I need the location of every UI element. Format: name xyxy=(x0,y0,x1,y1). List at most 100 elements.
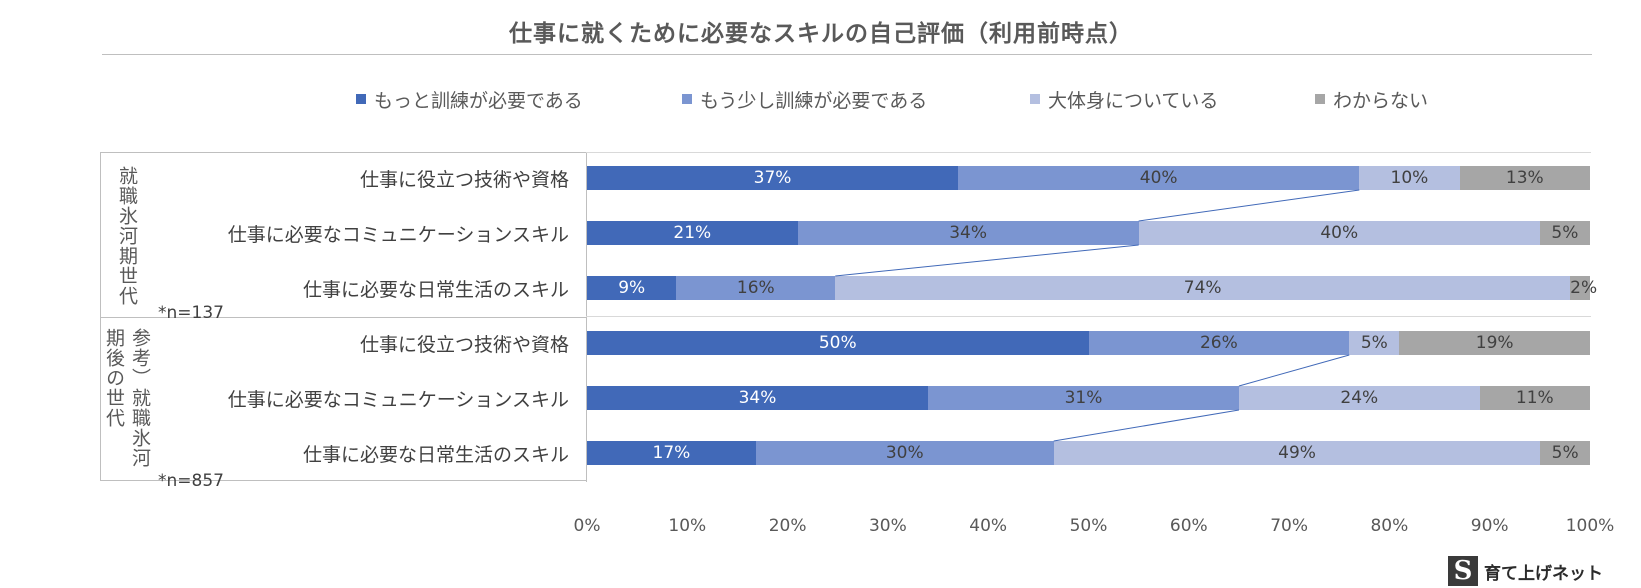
data-label: 34% xyxy=(738,388,777,408)
plot-top-rule xyxy=(586,152,1591,153)
category-label: 仕事に必要なコミュニケーションスキル xyxy=(227,224,569,246)
data-label: 9% xyxy=(618,278,646,298)
category-label: 仕事に役立つ技術や資格 xyxy=(359,169,569,191)
bar-segment-s3 xyxy=(1238,386,1480,410)
bar-segment-s4 xyxy=(1479,386,1590,410)
group-label-2-line2: 期後の世代 xyxy=(103,328,125,428)
plot-axis-line xyxy=(586,152,587,482)
data-label: 5% xyxy=(1360,333,1388,353)
bar-segment-s1 xyxy=(587,386,929,410)
bar-segment-s2 xyxy=(928,386,1239,410)
data-label: 5% xyxy=(1551,443,1579,463)
x-tick-label: 30% xyxy=(868,516,907,536)
x-tick-label: 40% xyxy=(969,516,1008,536)
series-line xyxy=(1138,189,1360,222)
bar-segment-s2 xyxy=(958,166,1360,190)
legend-label-3: 大体身についている xyxy=(1048,89,1219,112)
bar-segment-s4 xyxy=(1539,221,1590,245)
category-label: 仕事に必要なコミュニケーションスキル xyxy=(227,389,569,411)
legend-swatch-3 xyxy=(1030,94,1040,104)
sample-size-2: *n=857 xyxy=(158,471,224,491)
bar-segment-s2 xyxy=(797,221,1139,245)
group-box-2 xyxy=(100,316,586,481)
group-box-1 xyxy=(100,152,586,318)
legend-swatch-1 xyxy=(356,94,366,104)
brand-logo: S 育て上げネット xyxy=(1448,556,1603,586)
data-label: 40% xyxy=(1139,168,1178,188)
x-tick-label: 10% xyxy=(668,516,707,536)
data-label: 74% xyxy=(1183,278,1222,298)
legend-item-3: 大体身についている xyxy=(1030,86,1218,112)
data-label: 49% xyxy=(1278,443,1316,463)
group-separator xyxy=(586,316,1591,317)
legend-swatch-2 xyxy=(682,94,692,104)
bar-segment-s2 xyxy=(1088,331,1350,355)
data-label: 31% xyxy=(1064,388,1103,408)
series-line xyxy=(1053,409,1240,442)
bar-segment-s2 xyxy=(676,276,836,300)
bar-segment-s3 xyxy=(835,276,1571,300)
data-label: 34% xyxy=(949,223,988,243)
bar-segment-s4 xyxy=(1399,331,1590,355)
legend-item-1: もっと訓練が必要である xyxy=(356,86,583,112)
x-tick-label: 90% xyxy=(1470,516,1509,536)
x-tick-label: 70% xyxy=(1270,516,1308,536)
data-label: 2% xyxy=(1570,278,1598,298)
data-label: 21% xyxy=(673,223,712,243)
legend-label-4: わからない xyxy=(1333,89,1429,112)
group-divider-left xyxy=(100,152,101,481)
data-label: 11% xyxy=(1515,388,1554,408)
data-label: 40% xyxy=(1320,223,1359,243)
bar-segment-s3 xyxy=(1138,221,1540,245)
x-tick-label: 100% xyxy=(1565,516,1615,536)
data-label: 10% xyxy=(1390,168,1429,188)
brand-mark: S xyxy=(1448,556,1478,586)
x-tick-label: 60% xyxy=(1169,516,1208,536)
bar-segment-s1 xyxy=(587,441,756,465)
legend-item-4: わからない xyxy=(1315,86,1428,112)
category-label: 仕事に必要な日常生活のスキル xyxy=(302,279,569,301)
sample-size-1: *n=137 xyxy=(158,303,224,323)
bar-segment-s3 xyxy=(1349,331,1400,355)
bar-segment-s1 xyxy=(587,331,1089,355)
x-tick-label: 50% xyxy=(1069,516,1108,536)
data-label: 24% xyxy=(1340,388,1379,408)
data-label: 17% xyxy=(652,443,691,463)
data-label: 50% xyxy=(818,333,857,353)
bar-segment-s4 xyxy=(1540,441,1590,465)
data-label: 30% xyxy=(885,443,924,463)
group-label-1: 就職氷河期世代 xyxy=(116,166,138,306)
x-tick-label: 20% xyxy=(768,516,807,536)
bar-segment-s1 xyxy=(587,276,677,300)
group-label-2: 参考）就職氷河 期後の世代 xyxy=(101,328,153,468)
data-label: 5% xyxy=(1551,223,1579,243)
series-line xyxy=(1238,354,1350,387)
brand-name: 育て上げネット xyxy=(1484,563,1603,584)
chart-title: 仕事に就くために必要なスキルの自己評価（利用前時点） xyxy=(509,21,1133,47)
bar-segment-s2 xyxy=(755,441,1054,465)
data-label: 19% xyxy=(1475,333,1514,353)
bar-segment-s4 xyxy=(1459,166,1590,190)
title-rule xyxy=(102,54,1592,55)
bar-segment-s1 xyxy=(587,221,798,245)
bar-segment-s4 xyxy=(1570,276,1590,300)
bar-segment-s3 xyxy=(1359,166,1460,190)
series-line xyxy=(835,244,1139,277)
category-label: 仕事に役立つ技術や資格 xyxy=(359,334,569,356)
data-label: 13% xyxy=(1505,168,1544,188)
x-tick-label: 0% xyxy=(573,516,601,536)
legend-swatch-4 xyxy=(1315,94,1325,104)
group-label-2-line1: 参考）就職氷河 xyxy=(129,328,151,468)
legend-label-2: もう少し訓練が必要である xyxy=(700,89,928,112)
bar-segment-s3 xyxy=(1053,441,1541,465)
legend-label-1: もっと訓練が必要である xyxy=(374,89,583,112)
data-label: 37% xyxy=(753,168,792,188)
bar-segment-s1 xyxy=(587,166,959,190)
category-label: 仕事に必要な日常生活のスキル xyxy=(302,444,569,466)
data-label: 16% xyxy=(736,278,775,298)
legend-item-2: もう少し訓練が必要である xyxy=(682,86,927,112)
data-label: 26% xyxy=(1199,333,1238,353)
x-tick-label: 80% xyxy=(1370,516,1409,536)
